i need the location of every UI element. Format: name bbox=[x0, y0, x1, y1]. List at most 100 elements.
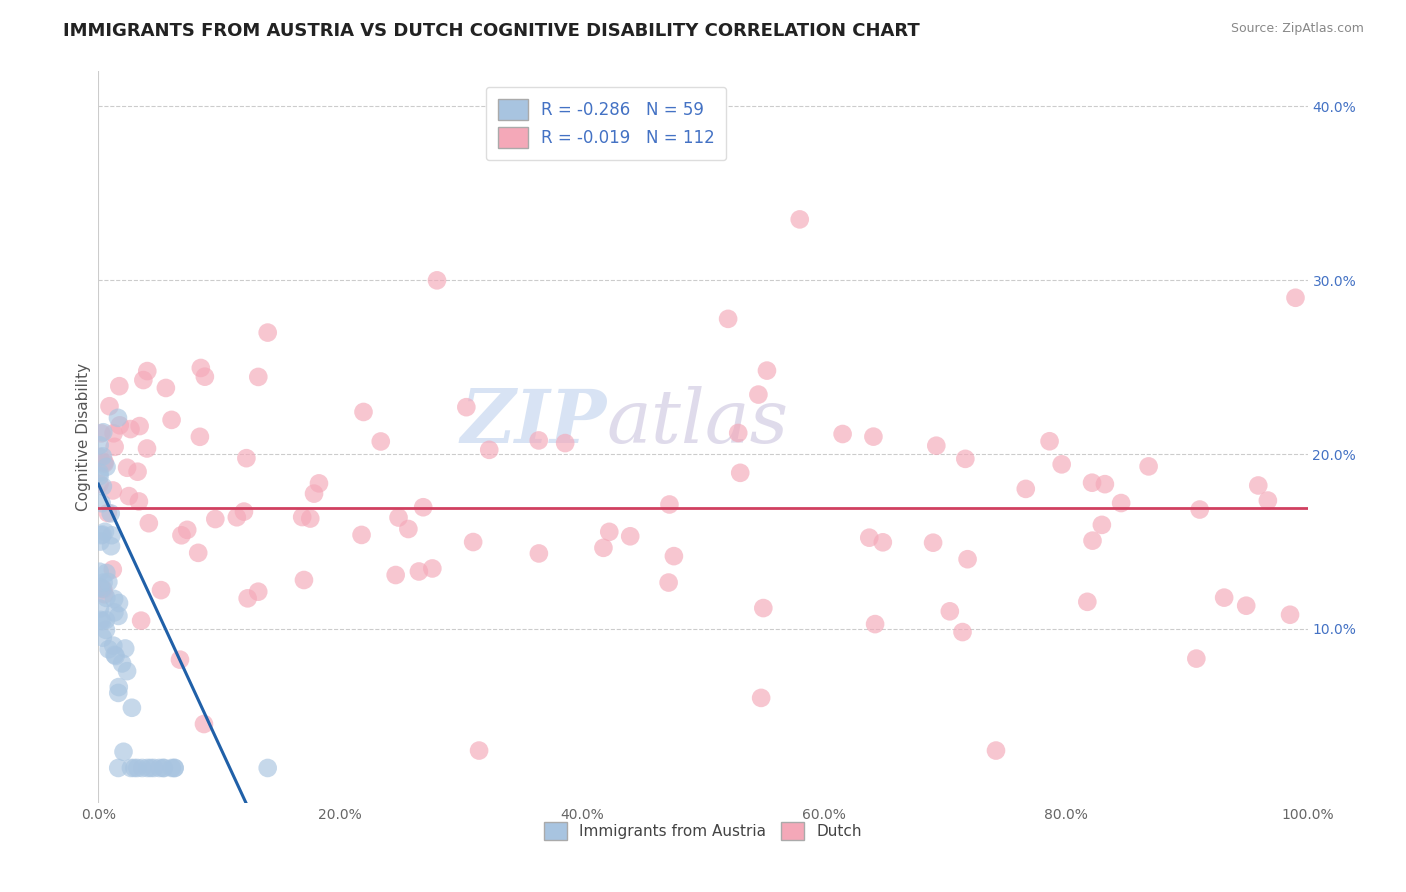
Point bbox=[396, 522, 419, 536]
Point bbox=[619, 529, 641, 543]
Point bbox=[862, 429, 884, 443]
Point bbox=[256, 326, 278, 340]
Point bbox=[115, 460, 138, 475]
Point bbox=[426, 273, 449, 287]
Point bbox=[1137, 459, 1160, 474]
Point bbox=[527, 434, 550, 448]
Point bbox=[93, 587, 115, 601]
Point bbox=[128, 419, 150, 434]
Point bbox=[108, 418, 131, 433]
Point bbox=[97, 642, 120, 657]
Point bbox=[858, 531, 880, 545]
Point bbox=[1284, 291, 1306, 305]
Point bbox=[120, 422, 142, 436]
Point bbox=[101, 562, 124, 576]
Point bbox=[129, 614, 152, 628]
Point bbox=[1257, 493, 1279, 508]
Point bbox=[1050, 458, 1073, 472]
Point bbox=[1234, 599, 1257, 613]
Point bbox=[1247, 478, 1270, 492]
Point bbox=[136, 364, 159, 378]
Point bbox=[94, 623, 117, 637]
Point bbox=[94, 613, 117, 627]
Point bbox=[91, 479, 114, 493]
Point bbox=[727, 425, 749, 440]
Point bbox=[955, 451, 977, 466]
Point bbox=[1279, 607, 1302, 622]
Y-axis label: Cognitive Disability: Cognitive Disability bbox=[76, 363, 91, 511]
Point bbox=[115, 664, 138, 678]
Point bbox=[235, 451, 257, 466]
Point bbox=[120, 761, 142, 775]
Point bbox=[104, 440, 127, 454]
Point bbox=[107, 686, 129, 700]
Point bbox=[100, 528, 122, 542]
Point bbox=[100, 507, 122, 521]
Point bbox=[104, 648, 127, 663]
Point bbox=[302, 486, 325, 500]
Point bbox=[90, 496, 112, 510]
Point bbox=[91, 425, 114, 440]
Point bbox=[101, 483, 124, 498]
Point bbox=[717, 311, 740, 326]
Point bbox=[1094, 477, 1116, 491]
Point bbox=[160, 413, 183, 427]
Point bbox=[752, 601, 775, 615]
Point bbox=[204, 512, 226, 526]
Point bbox=[984, 743, 1007, 757]
Point bbox=[468, 743, 491, 757]
Point bbox=[89, 601, 111, 615]
Point bbox=[91, 450, 114, 464]
Point bbox=[863, 617, 886, 632]
Point bbox=[291, 510, 314, 524]
Point bbox=[412, 500, 434, 515]
Point bbox=[132, 373, 155, 387]
Point bbox=[233, 505, 256, 519]
Point bbox=[96, 566, 118, 580]
Point bbox=[160, 761, 183, 775]
Point bbox=[89, 466, 111, 480]
Point bbox=[527, 546, 550, 560]
Point bbox=[384, 568, 406, 582]
Point bbox=[247, 370, 270, 384]
Point bbox=[1081, 475, 1104, 490]
Point bbox=[408, 565, 430, 579]
Point bbox=[127, 465, 149, 479]
Point bbox=[90, 426, 112, 441]
Point bbox=[554, 436, 576, 450]
Point bbox=[128, 494, 150, 508]
Point bbox=[139, 761, 162, 775]
Point bbox=[96, 591, 118, 605]
Point bbox=[872, 535, 894, 549]
Point bbox=[98, 399, 121, 413]
Point bbox=[91, 582, 114, 596]
Point bbox=[170, 528, 193, 542]
Point bbox=[598, 524, 620, 539]
Point bbox=[90, 613, 112, 627]
Point bbox=[956, 552, 979, 566]
Point bbox=[89, 565, 111, 579]
Point bbox=[107, 680, 129, 694]
Point bbox=[188, 430, 211, 444]
Point bbox=[124, 761, 146, 775]
Point bbox=[1076, 595, 1098, 609]
Point bbox=[89, 580, 111, 594]
Point bbox=[93, 455, 115, 469]
Point bbox=[127, 761, 149, 775]
Point bbox=[463, 535, 485, 549]
Text: Source: ZipAtlas.com: Source: ZipAtlas.com bbox=[1230, 22, 1364, 36]
Point bbox=[103, 426, 125, 441]
Point bbox=[193, 717, 215, 731]
Point bbox=[387, 510, 409, 524]
Point bbox=[299, 511, 322, 525]
Point bbox=[1188, 502, 1211, 516]
Point bbox=[1081, 533, 1104, 548]
Point bbox=[108, 596, 131, 610]
Point bbox=[1091, 517, 1114, 532]
Point bbox=[163, 761, 186, 775]
Point bbox=[121, 700, 143, 714]
Point bbox=[97, 506, 120, 520]
Point bbox=[100, 539, 122, 553]
Point bbox=[89, 438, 111, 452]
Point bbox=[370, 434, 392, 449]
